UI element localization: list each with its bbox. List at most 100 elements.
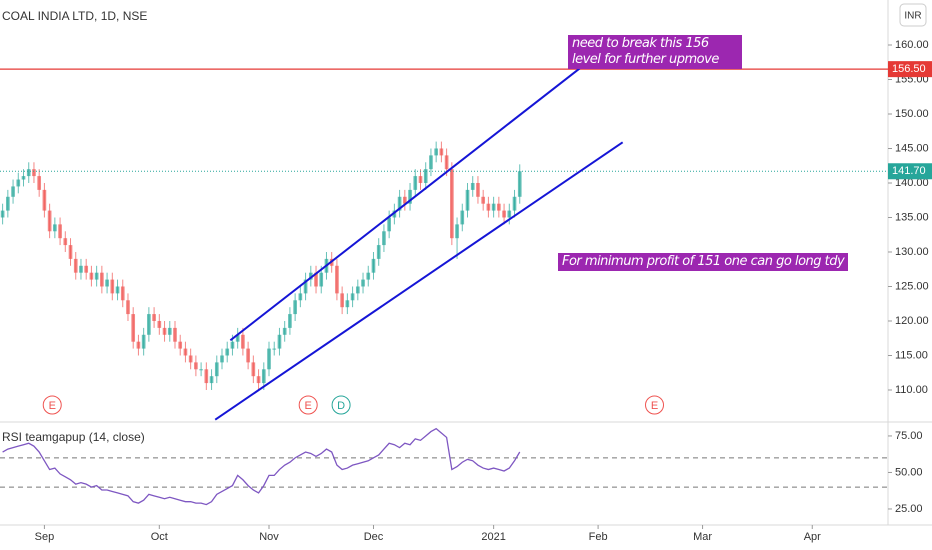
candle-body: [319, 272, 324, 287]
candle-body: [361, 279, 365, 287]
event-label: D: [337, 400, 345, 412]
candle-body: [178, 341, 183, 349]
candle-body: [288, 314, 292, 328]
candle-body: [152, 314, 156, 321]
candle-body: [282, 327, 287, 335]
candle-body: [486, 203, 491, 211]
y-tick-label: 25.00: [895, 503, 923, 515]
candle-body: [261, 369, 266, 384]
candle-body: [220, 355, 224, 363]
candle-body: [502, 210, 506, 218]
candle-body: [32, 169, 36, 177]
candle-body: [408, 189, 412, 204]
event-label: E: [651, 400, 658, 412]
candle-body: [73, 258, 78, 273]
candle-body: [397, 196, 402, 211]
trend-line: [229, 59, 591, 342]
candle-body: [47, 210, 52, 232]
candle-body: [209, 376, 214, 384]
x-tick-label: Feb: [589, 531, 608, 543]
candle-body: [16, 179, 21, 187]
level-price-tag: [888, 61, 932, 78]
x-tick-label: Sep: [35, 531, 55, 543]
candle-body: [68, 245, 73, 259]
candle-body: [162, 327, 167, 335]
candle-body: [418, 176, 423, 183]
candle-body: [267, 348, 271, 370]
candle-body: [423, 169, 428, 183]
currency-label: INR: [904, 11, 921, 22]
candle-body: [79, 265, 83, 273]
candle-body: [444, 155, 449, 170]
candle-body: [497, 203, 501, 211]
candle-body: [53, 224, 57, 232]
candle-body: [0, 210, 5, 218]
candle-body: [115, 286, 120, 294]
candle-body: [470, 182, 475, 190]
event-marker: [42, 395, 62, 415]
y-tick-label: 115.00: [895, 349, 928, 361]
candle-body: [21, 176, 26, 180]
candle-body: [277, 334, 282, 349]
candle-body: [434, 148, 438, 156]
candle-body: [204, 369, 209, 384]
candle-body: [455, 224, 459, 239]
y-tick-label: 150.00: [895, 108, 929, 120]
rsi-title: RSI teamgapup (14, close): [2, 430, 145, 444]
candle-body: [42, 189, 47, 211]
candle-body: [11, 186, 15, 197]
candle-body: [199, 369, 203, 371]
candle-body: [303, 279, 308, 294]
candle-body: [120, 286, 125, 301]
candle-body: [251, 362, 256, 377]
candle-body: [246, 348, 250, 363]
trend-line: [214, 141, 624, 421]
y-tick-label: 75.00: [895, 430, 923, 442]
candle-body: [460, 210, 465, 225]
candle-body: [214, 362, 219, 377]
currency-button[interactable]: [899, 3, 927, 27]
candle-body: [141, 334, 146, 349]
candle-body: [340, 293, 344, 308]
y-tick-label: 140.00: [895, 177, 929, 189]
candle-body: [512, 196, 517, 211]
candle-body: [350, 293, 355, 301]
candle-body: [26, 169, 31, 177]
candle-body: [335, 265, 339, 294]
candle-body: [131, 314, 136, 342]
candle-body: [491, 203, 496, 211]
y-tick-label: 130.00: [895, 246, 929, 258]
candle-body: [126, 300, 130, 315]
candle-body: [94, 272, 99, 280]
candle-body: [167, 327, 172, 335]
event-marker: [331, 395, 351, 415]
candle-body: [314, 272, 318, 287]
x-tick-label: 2021: [481, 531, 505, 543]
candle-body: [183, 348, 188, 356]
candle-body: [298, 293, 303, 301]
candle-body: [507, 210, 512, 218]
event-marker: [645, 395, 665, 415]
y-tick-label: 125.00: [895, 280, 929, 292]
y-tick-label: 120.00: [895, 315, 929, 327]
x-tick-label: Dec: [364, 531, 384, 543]
y-tick-label: 50.00: [895, 466, 923, 478]
rsi-line: [2, 427, 521, 506]
candle-body: [110, 279, 115, 294]
candle-body: [63, 238, 68, 246]
candle-body: [481, 196, 486, 204]
chart-title: COAL INDIA LTD, 1D, NSE: [2, 9, 147, 23]
candle-body: [517, 171, 522, 197]
y-tick-label: 145.00: [895, 142, 929, 154]
x-tick-label: Nov: [259, 531, 279, 543]
candle-body: [37, 176, 42, 190]
candle-body: [6, 196, 10, 211]
candle-body: [293, 300, 297, 315]
y-tick-label: 160.00: [895, 39, 929, 51]
annotation: need to break this 156 level for further…: [568, 35, 742, 69]
event-label: E: [305, 400, 312, 412]
candle-body: [392, 210, 397, 218]
level-price-label: 156.50: [892, 63, 926, 75]
